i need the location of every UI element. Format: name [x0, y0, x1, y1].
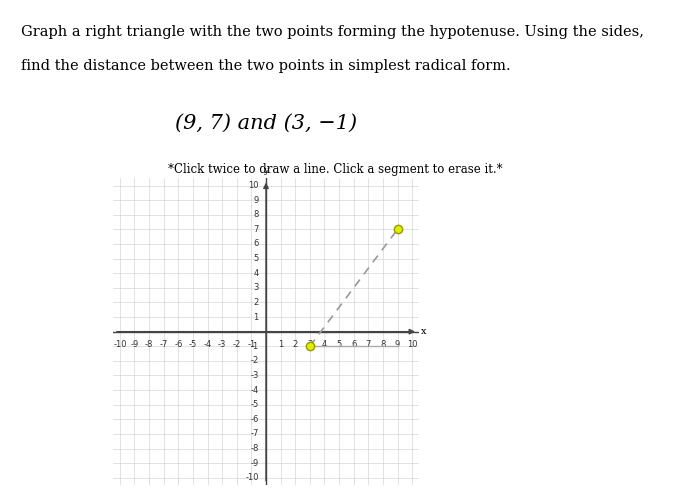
- Text: 9: 9: [395, 341, 400, 349]
- Text: 1: 1: [278, 341, 284, 349]
- Text: -1: -1: [247, 341, 256, 349]
- Text: -9: -9: [251, 459, 259, 468]
- Text: *Click twice to draw a line. Click a segment to erase it.*: *Click twice to draw a line. Click a seg…: [168, 163, 503, 176]
- Text: 6: 6: [253, 240, 259, 248]
- Text: -5: -5: [251, 400, 259, 409]
- Text: -3: -3: [218, 341, 226, 349]
- Text: (9, 7) and (3, −1): (9, 7) and (3, −1): [175, 114, 357, 133]
- Text: 8: 8: [253, 210, 259, 219]
- Text: -6: -6: [174, 341, 183, 349]
- Text: 10: 10: [407, 341, 417, 349]
- Text: 4: 4: [253, 269, 259, 278]
- Text: -5: -5: [189, 341, 197, 349]
- Text: 5: 5: [253, 254, 259, 263]
- Text: 8: 8: [380, 341, 386, 349]
- Text: -2: -2: [232, 341, 241, 349]
- Text: 2: 2: [293, 341, 298, 349]
- Text: x: x: [421, 327, 426, 336]
- Text: 5: 5: [337, 341, 342, 349]
- Text: -4: -4: [204, 341, 211, 349]
- Text: 3: 3: [307, 341, 312, 349]
- Text: 4: 4: [322, 341, 327, 349]
- Text: 6: 6: [351, 341, 356, 349]
- Text: 2: 2: [253, 298, 259, 307]
- Text: -10: -10: [113, 341, 127, 349]
- Text: -2: -2: [251, 356, 259, 365]
- Text: find the distance between the two points in simplest radical form.: find the distance between the two points…: [21, 59, 510, 73]
- Text: 7: 7: [365, 341, 371, 349]
- Text: -1: -1: [251, 342, 259, 351]
- Text: -7: -7: [160, 341, 168, 349]
- Text: 1: 1: [253, 312, 259, 322]
- Text: y: y: [263, 166, 269, 175]
- Text: Graph a right triangle with the two points forming the hypotenuse. Using the sid: Graph a right triangle with the two poin…: [21, 25, 644, 39]
- Text: 10: 10: [248, 181, 259, 190]
- Text: -4: -4: [251, 386, 259, 395]
- Text: 7: 7: [253, 225, 259, 234]
- Text: -7: -7: [251, 430, 259, 439]
- Text: 3: 3: [253, 283, 259, 293]
- Text: -9: -9: [130, 341, 139, 349]
- Text: -8: -8: [145, 341, 153, 349]
- Text: -3: -3: [251, 371, 259, 380]
- Text: -10: -10: [245, 473, 259, 482]
- Text: -6: -6: [251, 415, 259, 424]
- Text: 9: 9: [253, 196, 259, 204]
- Text: -8: -8: [251, 444, 259, 453]
